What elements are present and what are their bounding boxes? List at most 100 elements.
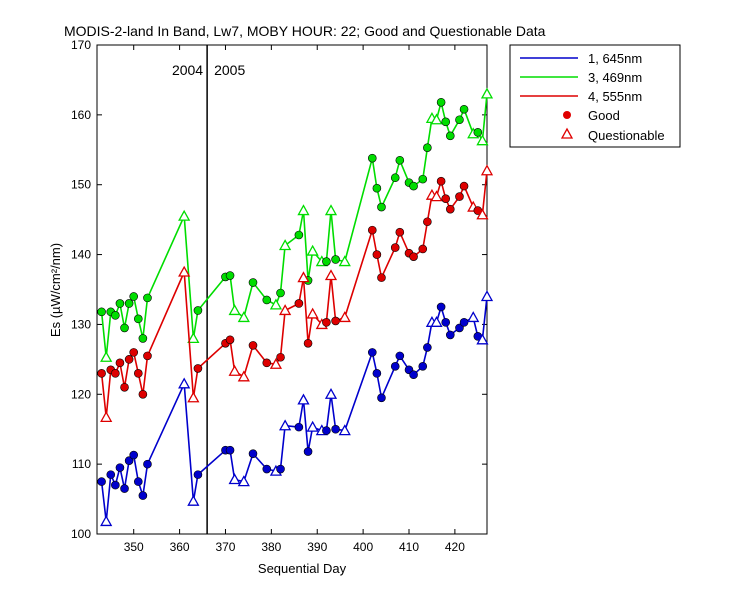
questionable-point — [279, 304, 292, 316]
good-point — [459, 181, 469, 191]
good-point — [372, 250, 382, 259]
questionable-point — [476, 134, 489, 146]
legend-label-questionable: Questionable — [588, 128, 665, 143]
good-point — [115, 463, 125, 472]
questionable-point — [100, 411, 113, 422]
good-point — [418, 174, 428, 184]
questionable-point — [178, 377, 191, 389]
good-point — [377, 273, 386, 282]
good-point — [331, 424, 340, 434]
questionable-point — [480, 290, 494, 302]
good-point — [262, 358, 272, 368]
good-point — [111, 311, 120, 320]
good-point — [441, 117, 451, 127]
good-point — [129, 450, 139, 460]
good-point — [225, 335, 235, 345]
good-point — [294, 422, 304, 432]
series-1-645nm — [97, 290, 494, 527]
good-point — [367, 225, 377, 235]
good-point — [97, 307, 106, 317]
questionable-point — [324, 269, 338, 281]
questionable-point — [237, 311, 250, 323]
questionable-point — [324, 204, 338, 216]
good-point — [124, 299, 134, 308]
good-point — [377, 393, 386, 403]
questionable-point — [467, 311, 480, 323]
questionable-point — [100, 350, 113, 362]
good-point — [367, 153, 377, 163]
good-point — [115, 358, 125, 368]
good-point — [111, 480, 120, 490]
legend-label-555nm: 4, 555nm — [588, 89, 642, 104]
y-axis-label: Es (µW/cm²/nm) — [48, 243, 63, 337]
good-point — [436, 302, 446, 312]
good-point — [225, 445, 235, 455]
good-point — [138, 491, 148, 500]
questionable-point — [430, 113, 443, 125]
good-point — [441, 194, 451, 203]
legend: 1, 645nm 3, 469nm 4, 555nm Good Question… — [509, 44, 681, 148]
questionable-point — [269, 298, 283, 310]
questionable-point — [480, 87, 494, 99]
good-point — [455, 323, 464, 333]
good-point — [143, 351, 152, 361]
x-tick-label: 420 — [445, 540, 465, 554]
good-point — [372, 183, 382, 193]
good-point — [418, 244, 428, 254]
questionable-point — [228, 304, 241, 316]
good-point — [115, 299, 125, 308]
x-tick-label: 400 — [353, 540, 373, 554]
year-label-2005: 2005 — [214, 62, 245, 78]
good-point — [395, 351, 405, 361]
plot-frame — [96, 44, 488, 535]
good-point — [441, 318, 451, 327]
questionable-point — [228, 473, 241, 485]
questionable-point — [306, 307, 319, 319]
good-point — [423, 143, 432, 152]
good-point — [395, 227, 405, 237]
questionable-point — [297, 393, 310, 405]
good-point — [423, 217, 432, 227]
good-point — [331, 316, 340, 326]
y-tick-label: 110 — [72, 457, 91, 471]
good-point — [248, 278, 258, 287]
questionable-point — [269, 357, 283, 369]
good-point — [436, 97, 446, 107]
good-point — [143, 293, 152, 303]
good-point — [322, 318, 331, 327]
good-point — [423, 343, 432, 352]
questionable-point — [237, 370, 250, 382]
good-point — [390, 173, 400, 183]
good-point — [390, 243, 400, 252]
good-point — [331, 255, 340, 264]
questionable-point — [338, 311, 351, 323]
good-point — [248, 449, 258, 458]
good-point — [409, 252, 418, 261]
questionable-point — [476, 333, 489, 345]
questionable-point — [306, 420, 319, 432]
good-point — [322, 426, 331, 435]
year-label-2004: 2004 — [172, 62, 203, 78]
y-tick-label: 170 — [71, 38, 91, 52]
legend-label-good: Good — [588, 108, 620, 123]
good-point — [143, 459, 152, 469]
good-point — [97, 477, 106, 486]
good-point — [459, 318, 469, 327]
good-point — [294, 299, 304, 308]
questionable-point — [338, 424, 351, 436]
questionable-point — [480, 164, 494, 176]
good-point — [409, 181, 418, 191]
y-tick-label: 120 — [71, 387, 91, 401]
good-point — [193, 470, 203, 479]
good-point — [276, 464, 285, 474]
questionable-point — [187, 391, 200, 403]
good-point — [97, 369, 106, 378]
questionable-point — [279, 239, 292, 251]
legend-good-marker — [563, 111, 571, 119]
good-point — [322, 257, 331, 266]
good-point — [133, 477, 143, 486]
chart-title: MODIS-2-land In Band, Lw7, MOBY HOUR: 22… — [64, 23, 546, 39]
questionable-point — [297, 271, 310, 283]
good-point — [106, 470, 116, 479]
